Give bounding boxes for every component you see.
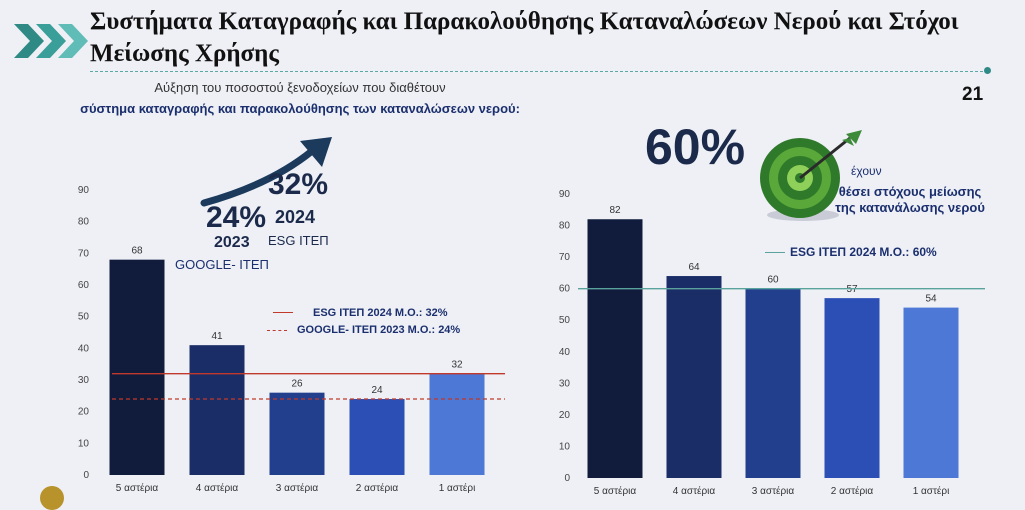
data-label: 64 [688,262,700,273]
data-label: 68 [131,246,143,257]
bar [349,399,405,475]
source-2024: ESG ΙΤΕΠ [268,233,329,248]
pct-2024: 32% [268,168,329,201]
data-label: 24 [371,385,383,396]
left-subtitle-line1: Αύξηση του ποσοστού ξενοδοχείων που διαθ… [154,80,446,95]
data-label: 57 [846,284,858,295]
data-label: 54 [925,294,937,305]
chevrons-logo [14,24,88,58]
title-divider [90,71,988,72]
legend-line-esg [273,312,293,313]
bar [269,392,325,475]
legend-line-google [267,330,287,331]
y-tick-label: 20 [78,407,90,418]
y-tick-label: 90 [78,185,90,196]
chart-1: 0 10 20 30 40 50 60 70 80 90 68 5 αστέρια 41 4 αστέρι… [78,185,505,494]
category-label: 5 αστέρια [594,485,637,497]
data-label: 60 [767,275,779,286]
y-tick-label: 10 [559,441,571,452]
y-tick-label: 40 [559,347,571,358]
page-title: Συστήματα Καταγραφής και Παρακολούθησης … [90,8,959,67]
year-2024: 2024 [275,207,316,227]
bar [189,345,245,475]
growth-arrow-icon [200,137,332,207]
left-subtitle-line2: σύστημα καταγραφής και παρακολούθησης τω… [80,101,520,116]
y-tick-label: 70 [559,252,571,263]
y-tick-label: 90 [559,189,571,200]
y-tick-label: 10 [78,438,90,449]
y-tick-label: 0 [83,470,89,481]
decorative-circle [40,486,64,510]
y-tick-label: 30 [559,378,571,389]
category-label: 1 αστέρι [913,485,950,497]
y-tick-label: 0 [564,473,570,484]
y-tick-label: 30 [78,375,90,386]
category-label: 1 αστέρι [439,482,476,494]
data-label: 41 [211,331,223,342]
legend-esg-right: ESG ΙΤΕΠ 2024 Μ.Ο.: 60% [790,245,937,259]
bar [745,288,801,478]
category-label: 4 αστέρια [196,482,239,494]
bar [903,307,959,478]
y-tick-label: 50 [559,315,571,326]
have-text: έχουν [851,164,882,178]
chart-2: 0 10 20 30 40 50 60 70 80 90 82 5 αστέρια 64 4 αστέρι… [559,189,985,497]
page-number: 21 [962,84,984,105]
data-label: 32 [451,360,463,371]
y-tick-label: 60 [78,280,90,291]
category-label: 4 αστέρια [673,485,716,497]
data-label: 82 [609,205,621,216]
y-tick-label: 40 [78,343,90,354]
y-tick-label: 60 [559,284,571,295]
category-label: 2 αστέρια [356,482,399,494]
data-label: 26 [291,379,303,390]
y-tick-label: 70 [78,248,90,259]
y-tick-label: 50 [78,312,90,323]
bar [666,276,722,478]
goal-text: θέσει στόχους μείωσης της κατανάλωσης νε… [835,184,985,215]
year-2023: 2023 [214,234,250,251]
category-label: 3 αστέρια [752,485,795,497]
bar [824,298,880,478]
divider-dot [984,67,991,74]
bar [109,259,165,475]
pct-2023: 24% [206,201,267,234]
pct-60: 60% [645,119,746,175]
category-label: 5 αστέρια [116,482,159,494]
legend-esg-left: ESG ΙΤΕΠ 2024 Μ.Ο.: 32% [313,307,448,319]
legend-google-left: GOOGLE- ΙΤΕΠ 2023 Μ.Ο.: 24% [297,324,461,336]
y-tick-label: 80 [559,221,571,232]
y-tick-label: 20 [559,410,571,421]
category-label: 3 αστέρια [276,482,319,494]
bar [587,219,643,478]
category-label: 2 αστέρια [831,485,874,497]
legend-line-right [765,252,785,253]
bar [429,373,485,475]
source-2023: GOOGLE- ΙΤΕΠ [175,257,269,272]
target-icon [760,130,862,221]
y-tick-label: 80 [78,217,90,228]
